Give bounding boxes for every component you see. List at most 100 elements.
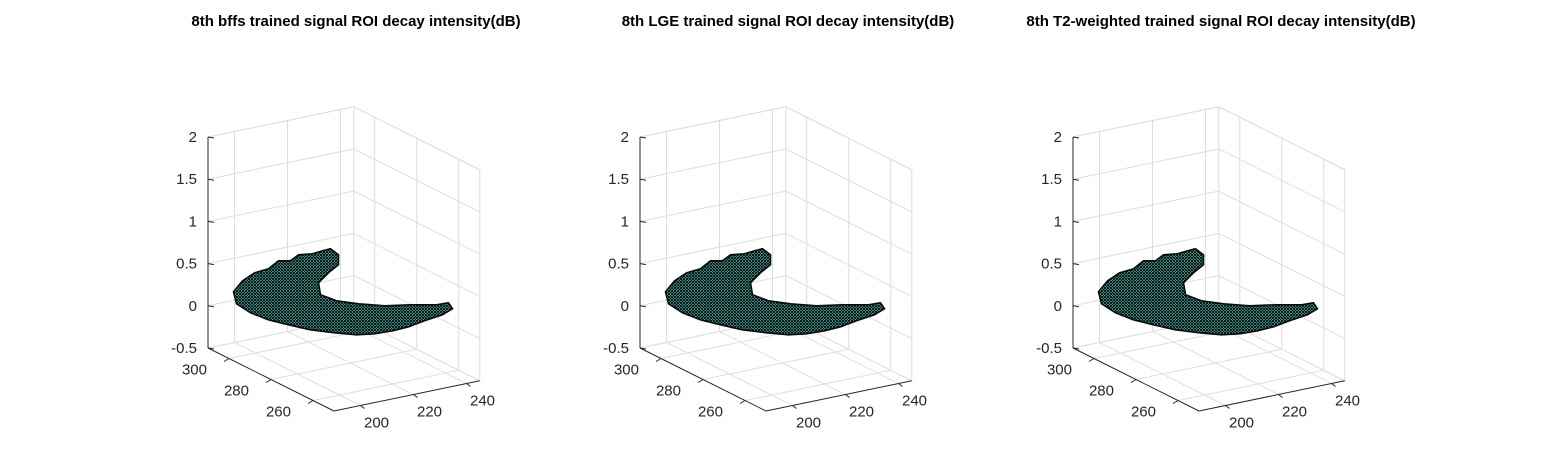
axes: -0.5 0 0.5 1 1.5 2 200 220 240 260 280 300	[603, 129, 927, 432]
z-tick-label: 1	[1054, 213, 1062, 230]
z-tick-mark	[207, 305, 215, 308]
roi-surface	[664, 247, 886, 336]
axes: -0.5 0 0.5 1 1.5 2 200 220 240 260 280 300	[171, 129, 495, 432]
z-tick-mark	[639, 136, 647, 139]
grid-line-z	[639, 148, 912, 213]
x-axis-line	[1198, 380, 1345, 412]
subplot-2: -0.5 0 0.5 1 1.5 2 200 220 240 260 280 300 8th LGE t…	[603, 13, 954, 432]
z-tick-label: 2	[189, 129, 197, 146]
roi-surface-mesh	[1097, 247, 1319, 336]
grid-line-z	[639, 190, 912, 255]
grid-line-x	[287, 120, 414, 395]
grid-line-z	[207, 106, 480, 171]
x-tick-label: 200	[796, 415, 821, 432]
x-tick-mark	[792, 405, 797, 409]
y-tick-mark	[265, 379, 272, 383]
z-tick-mark	[1072, 136, 1080, 139]
z-tick-label: 2	[1054, 129, 1062, 146]
z-tick-label: 1.5	[1041, 171, 1062, 188]
grid-line-z	[207, 190, 480, 255]
y-tick-mark	[697, 379, 704, 383]
x-axis-line	[333, 380, 480, 412]
x-tick-label: 200	[1229, 415, 1254, 432]
grid-line-z	[1072, 106, 1345, 171]
grid-line-z	[1072, 148, 1345, 213]
chart-title: 8th bffs trained signal ROI decay intens…	[191, 13, 520, 30]
grid-line-x	[1152, 120, 1279, 395]
grid-line-y	[270, 138, 418, 380]
y-tick-label: 300	[182, 362, 207, 379]
x-tick-mark	[898, 383, 903, 387]
z-tick-mark	[207, 220, 215, 223]
x-tick-mark	[1331, 383, 1336, 387]
z-tick-label: 1	[189, 213, 197, 230]
grid-lines	[1072, 106, 1346, 406]
grid-line-z	[639, 106, 912, 171]
subplot-3: -0.5 0 0.5 1 1.5 2 200 220 240 260 280 300 8th T2-we…	[1026, 13, 1415, 432]
y-tick-label: 280	[1089, 383, 1114, 400]
y-tick-mark	[1088, 358, 1095, 362]
grid-line-z	[207, 232, 480, 297]
z-tick-label: 1.5	[608, 171, 629, 188]
x-tick-mark	[1225, 405, 1230, 409]
y-tick-mark	[307, 400, 314, 404]
grid-line-x	[666, 131, 793, 406]
roi-surface-mesh	[232, 247, 454, 336]
grid-line-z	[1072, 232, 1345, 297]
z-tick-label: 0.5	[1041, 256, 1062, 273]
x-tick-mark	[360, 405, 365, 409]
z-tick-label: 0	[621, 298, 629, 315]
x-tick-mark	[1278, 394, 1283, 398]
chart-title: 8th T2-weighted trained signal ROI decay…	[1026, 13, 1415, 30]
grid-lines	[207, 106, 481, 406]
x-tick-mark	[845, 394, 850, 398]
x-tick-label: 220	[1282, 404, 1307, 421]
grid-line-z	[207, 148, 480, 213]
x-axis-line	[765, 380, 912, 412]
z-tick-mark	[207, 263, 215, 266]
z-tick-mark	[639, 263, 647, 266]
axes: -0.5 0 0.5 1 1.5 2 200 220 240 260 280 300	[1036, 129, 1360, 432]
z-tick-mark	[207, 178, 215, 181]
roi-surface-mesh	[664, 247, 886, 336]
z-tick-label: 1	[621, 213, 629, 230]
x-tick-label: 220	[417, 404, 442, 421]
roi-surface	[232, 247, 454, 336]
y-tick-label: 280	[224, 383, 249, 400]
z-tick-label: 2	[621, 129, 629, 146]
x-tick-label: 240	[1335, 393, 1360, 410]
y-tick-mark	[655, 358, 662, 362]
z-tick-mark	[639, 347, 647, 350]
z-tick-mark	[1072, 220, 1080, 223]
z-tick-label: 0	[189, 298, 197, 315]
grid-line-x	[1099, 131, 1226, 406]
x-tick-label: 220	[849, 404, 874, 421]
y-tick-label: 280	[656, 383, 681, 400]
grid-line-x	[719, 120, 846, 395]
y-tick-label: 300	[1047, 362, 1072, 379]
z-tick-mark	[639, 178, 647, 181]
x-tick-mark	[413, 394, 418, 398]
y-tick-mark	[739, 400, 746, 404]
grid-line-x	[234, 131, 361, 406]
z-tick-label: 1.5	[176, 171, 197, 188]
subplot-1: -0.5 0 0.5 1 1.5 2 200 220 240 260 280 300 8th bffs …	[171, 13, 520, 432]
grid-line-z	[639, 232, 912, 297]
roi-surface	[1097, 247, 1319, 336]
y-tick-mark	[223, 358, 230, 362]
x-tick-mark	[466, 383, 471, 387]
x-tick-label: 200	[364, 415, 389, 432]
z-tick-label: -0.5	[171, 340, 197, 357]
z-tick-label: 0.5	[608, 256, 629, 273]
z-tick-mark	[639, 220, 647, 223]
grid-line-y	[1135, 138, 1283, 380]
z-tick-label: 0	[1054, 298, 1062, 315]
y-tick-label: 260	[266, 404, 291, 421]
z-tick-label: 0.5	[176, 256, 197, 273]
z-tick-label: -0.5	[1036, 340, 1062, 357]
z-tick-mark	[639, 305, 647, 308]
grid-line-y	[312, 159, 460, 401]
z-tick-mark	[207, 347, 215, 350]
